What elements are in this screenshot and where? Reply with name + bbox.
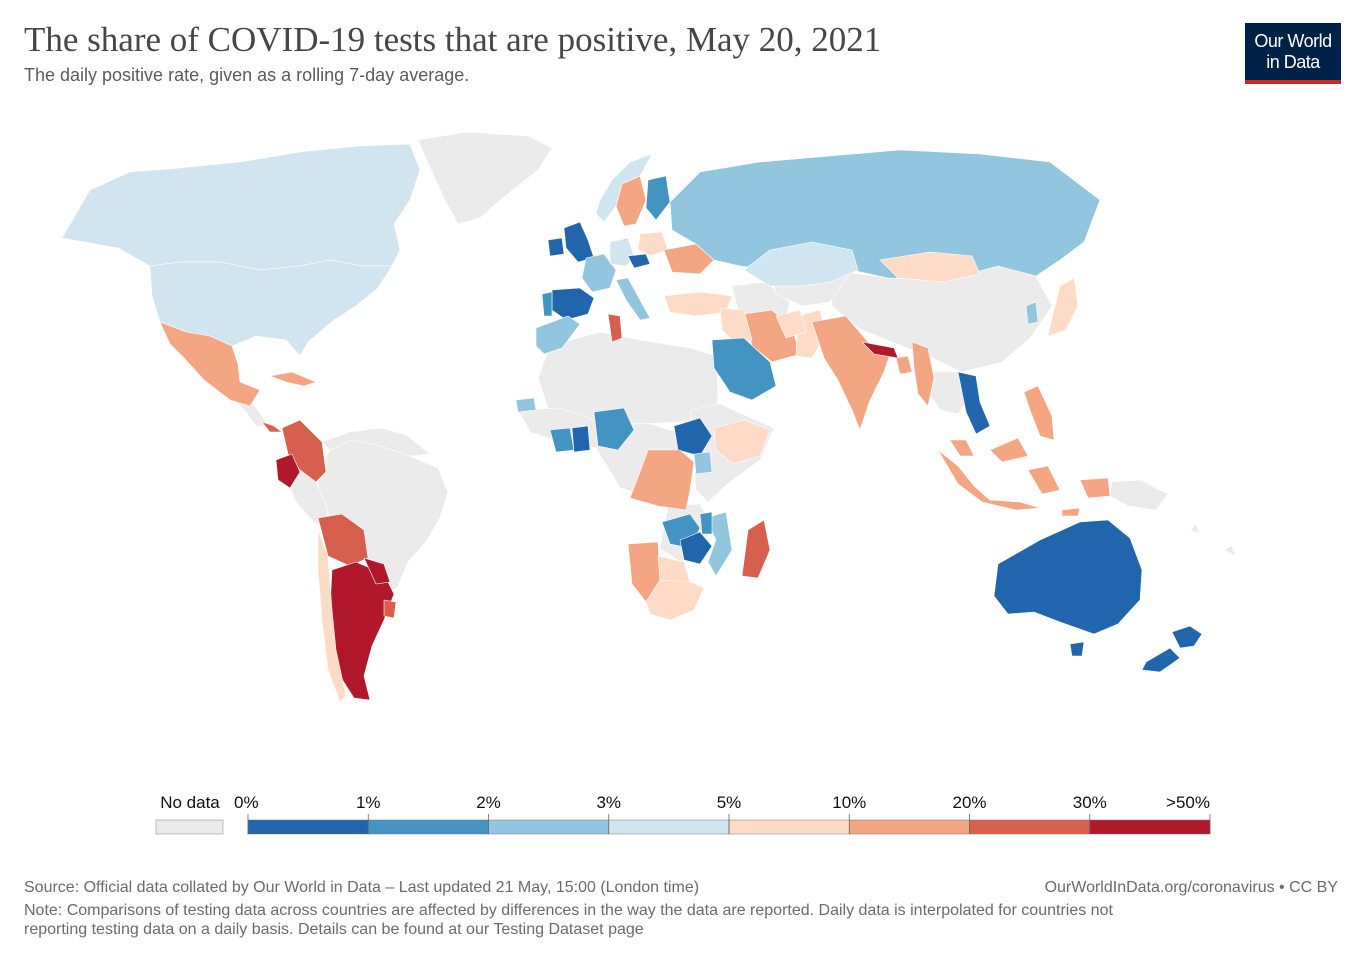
- country-bangladesh[interactable]: Bangladesh: [895, 355, 913, 375]
- region-venezuela-guianas-no-data[interactable]: [321, 427, 431, 457]
- country-chile[interactable]: Chile: [317, 529, 347, 703]
- legend-tick-label-1: 1%: [356, 793, 381, 812]
- country-canada[interactable]: Canada: [61, 143, 421, 271]
- legend-bin-6[interactable]: [969, 819, 1090, 835]
- country-south-africa[interactable]: South Africa: [645, 579, 705, 621]
- country-norway[interactable]: Norway: [595, 153, 653, 223]
- country-united-kingdom[interactable]: United Kingdom: [563, 221, 595, 263]
- country-senegal[interactable]: Senegal: [515, 397, 537, 413]
- country-ecuador[interactable]: Ecuador: [275, 453, 301, 489]
- country-indonesia[interactable]: Indonesia: [937, 449, 1111, 511]
- country-new-zealand[interactable]: New Zealand: [1141, 625, 1203, 673]
- country-timor[interactable]: Timor: [1061, 507, 1081, 517]
- logo-line-2: in Data: [1266, 51, 1320, 72]
- world-map: CanadaUnited StatesMexicoCubaPanamaColom…: [61, 131, 1237, 703]
- country-france[interactable]: France: [581, 253, 617, 293]
- legend-bin-1[interactable]: [368, 819, 489, 835]
- region-greenland-no-data[interactable]: [417, 131, 553, 225]
- our-world-in-data-logo[interactable]: Our World in Data: [1245, 23, 1341, 84]
- legend-tick-label-7: 30%: [1073, 793, 1107, 812]
- country-poland[interactable]: Poland: [637, 231, 669, 257]
- country-cote-d-ivoire[interactable]: Cote d'Ivoire: [549, 427, 575, 453]
- country-finland[interactable]: Finland: [645, 175, 671, 221]
- country-australia[interactable]: Australia: [993, 519, 1143, 657]
- country-philippines[interactable]: Philippines: [1023, 385, 1055, 441]
- country-portugal[interactable]: Portugal: [541, 291, 553, 317]
- country-italy[interactable]: Italy: [615, 277, 651, 321]
- country-ukraine[interactable]: Ukraine: [663, 243, 715, 275]
- country-spain[interactable]: Spain: [551, 287, 595, 321]
- legend-no-data-swatch[interactable]: [155, 819, 224, 835]
- country-panama[interactable]: Panama: [261, 421, 283, 433]
- country-uganda[interactable]: Uganda: [693, 451, 713, 475]
- legend-tick-label-0: 0%: [234, 793, 259, 812]
- legend-tick-label-4: 5%: [717, 793, 742, 812]
- country-tunisia[interactable]: Tunisia: [607, 313, 623, 343]
- country-myanmar[interactable]: Myanmar: [911, 341, 935, 407]
- country-madagascar[interactable]: Madagascar: [741, 519, 771, 579]
- legend-bin-7[interactable]: [1089, 819, 1211, 835]
- country-nigeria[interactable]: Nigeria: [593, 407, 635, 451]
- logo-line-1: Our World: [1254, 30, 1332, 51]
- legend-bin-3[interactable]: [608, 819, 730, 835]
- legend-bin-0[interactable]: [247, 819, 369, 835]
- country-south-korea[interactable]: South Korea: [1025, 301, 1039, 325]
- country-mexico[interactable]: Mexico: [159, 321, 261, 407]
- country-democratic-republic-of-congo[interactable]: Democratic Republic of Congo: [629, 449, 695, 511]
- country-ireland[interactable]: Ireland: [547, 237, 565, 257]
- country-czechia[interactable]: Czechia: [627, 253, 651, 269]
- country-saudi-arabia[interactable]: Saudi Arabia: [711, 337, 777, 401]
- country-russia[interactable]: Russia: [669, 149, 1101, 281]
- legend-no-data-label: No data: [160, 793, 220, 812]
- note-line-1: Note: Comparisons of testing data across…: [24, 902, 1113, 919]
- country-malaysia[interactable]: Malaysia: [949, 437, 1029, 463]
- country-afghanistan[interactable]: Afghanistan: [775, 309, 807, 339]
- country-ghana[interactable]: Ghana: [571, 425, 591, 453]
- legend-tick-label-2: 2%: [476, 793, 501, 812]
- source-note: Source: Official data collated by Our Wo…: [24, 879, 700, 896]
- country-germany[interactable]: Germany: [609, 237, 635, 267]
- legend-bin-5[interactable]: [849, 819, 970, 835]
- note-line-2: reporting testing data on a daily basis.…: [24, 921, 644, 938]
- country-mozambique[interactable]: Mozambique: [705, 511, 733, 577]
- country-south-sudan[interactable]: South Sudan: [673, 417, 713, 457]
- legend-bin-4[interactable]: [728, 819, 850, 835]
- legend-tick-label-8: >50%: [1166, 793, 1210, 812]
- country-vietnam[interactable]: Vietnam: [957, 371, 991, 435]
- chart-subtitle: The daily positive rate, given as a roll…: [24, 65, 470, 85]
- region-papua-new-guinea-no-data[interactable]: [1109, 479, 1169, 511]
- country-japan[interactable]: Japan: [1047, 277, 1079, 337]
- country-zimbabwe[interactable]: Zimbabwe: [679, 531, 713, 565]
- legend-tick-label-3: 3%: [596, 793, 621, 812]
- country-paraguay[interactable]: Paraguay: [363, 557, 391, 585]
- country-cuba[interactable]: Cuba: [269, 371, 317, 387]
- legend-tick-label-6: 20%: [952, 793, 986, 812]
- country-ethiopia[interactable]: Ethiopia: [713, 419, 771, 465]
- country-malawi[interactable]: Malawi: [699, 511, 713, 535]
- country-kazakhstan[interactable]: Kazakhstan: [743, 241, 859, 287]
- country-uruguay[interactable]: Uruguay: [383, 599, 397, 619]
- credit-link[interactable]: OurWorldInData.org/coronavirus • CC BY: [1044, 879, 1338, 896]
- country-mongolia[interactable]: Mongolia: [879, 251, 981, 283]
- legend-bin-2[interactable]: [488, 819, 609, 835]
- country-morocco[interactable]: Morocco: [535, 315, 581, 355]
- chart-title: The share of COVID-19 tests that are pos…: [24, 20, 882, 59]
- region-pacific-islands-no-data[interactable]: [1189, 523, 1237, 557]
- color-legend: No data 0% 1% 2% 3% 5% 10% 20% 30% >50%: [155, 793, 1211, 835]
- legend-tick-label-5: 10%: [832, 793, 866, 812]
